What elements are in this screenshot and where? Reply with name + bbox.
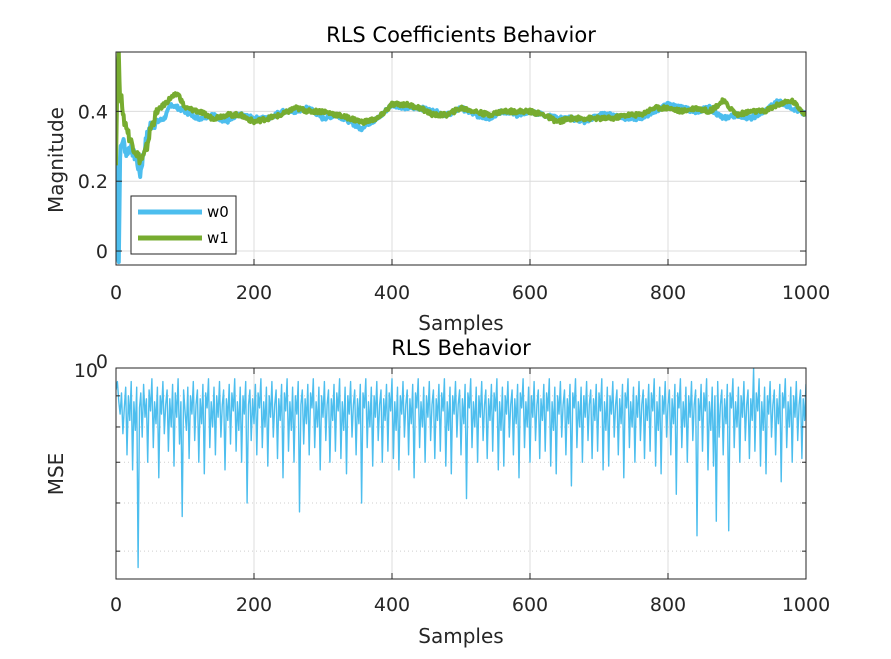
x-tick-label: 600	[512, 282, 548, 304]
x-tick-label: 400	[374, 282, 410, 304]
x-tick-label: 200	[236, 594, 272, 616]
coefficients-title: RLS Coefficients Behavior	[326, 23, 596, 47]
coefficients-ticks: 0 200 400 600 800 1000 0 0.2 0.4	[78, 52, 830, 304]
y-tick-label-exponent: 0	[96, 351, 108, 373]
x-tick-label: 800	[650, 282, 686, 304]
y-tick-label: 10	[74, 360, 98, 382]
mse-ylabel: MSE	[44, 453, 68, 496]
legend-label-w0: w0	[207, 203, 229, 221]
mse-plot-frame	[115, 367, 807, 580]
coefficients-series	[116, 52, 806, 265]
y-tick-label: 0.2	[78, 171, 108, 193]
coefficients-ylabel: Magnitude	[44, 107, 68, 213]
mse-xlabel: Samples	[418, 624, 503, 648]
coefficients-plot-frame	[115, 51, 807, 266]
legend-box	[130, 195, 237, 255]
x-tick-label: 0	[110, 282, 122, 304]
x-tick-label: 200	[236, 282, 272, 304]
coefficients-plot: 0 200 400 600 800 1000 0 0.2 0.4 RLS Coefficient…	[44, 23, 830, 335]
y-tick-label: 0	[96, 241, 108, 263]
x-tick-label: 0	[110, 594, 122, 616]
y-tick-label: 0.4	[78, 101, 108, 123]
x-tick-label: 800	[650, 594, 686, 616]
x-tick-label: 1000	[782, 282, 830, 304]
legend-label-w1: w1	[207, 229, 229, 247]
mse-series	[116, 368, 806, 569]
x-tick-label: 600	[512, 594, 548, 616]
mse-line	[116, 368, 806, 569]
x-tick-label: 1000	[782, 594, 830, 616]
series-line-w1	[116, 52, 806, 166]
coefficients-legend: w0 w1	[130, 195, 237, 255]
mse-title: RLS Behavior	[391, 336, 531, 360]
coefficients-xlabel: Samples	[418, 311, 503, 335]
x-tick-label: 400	[374, 594, 410, 616]
